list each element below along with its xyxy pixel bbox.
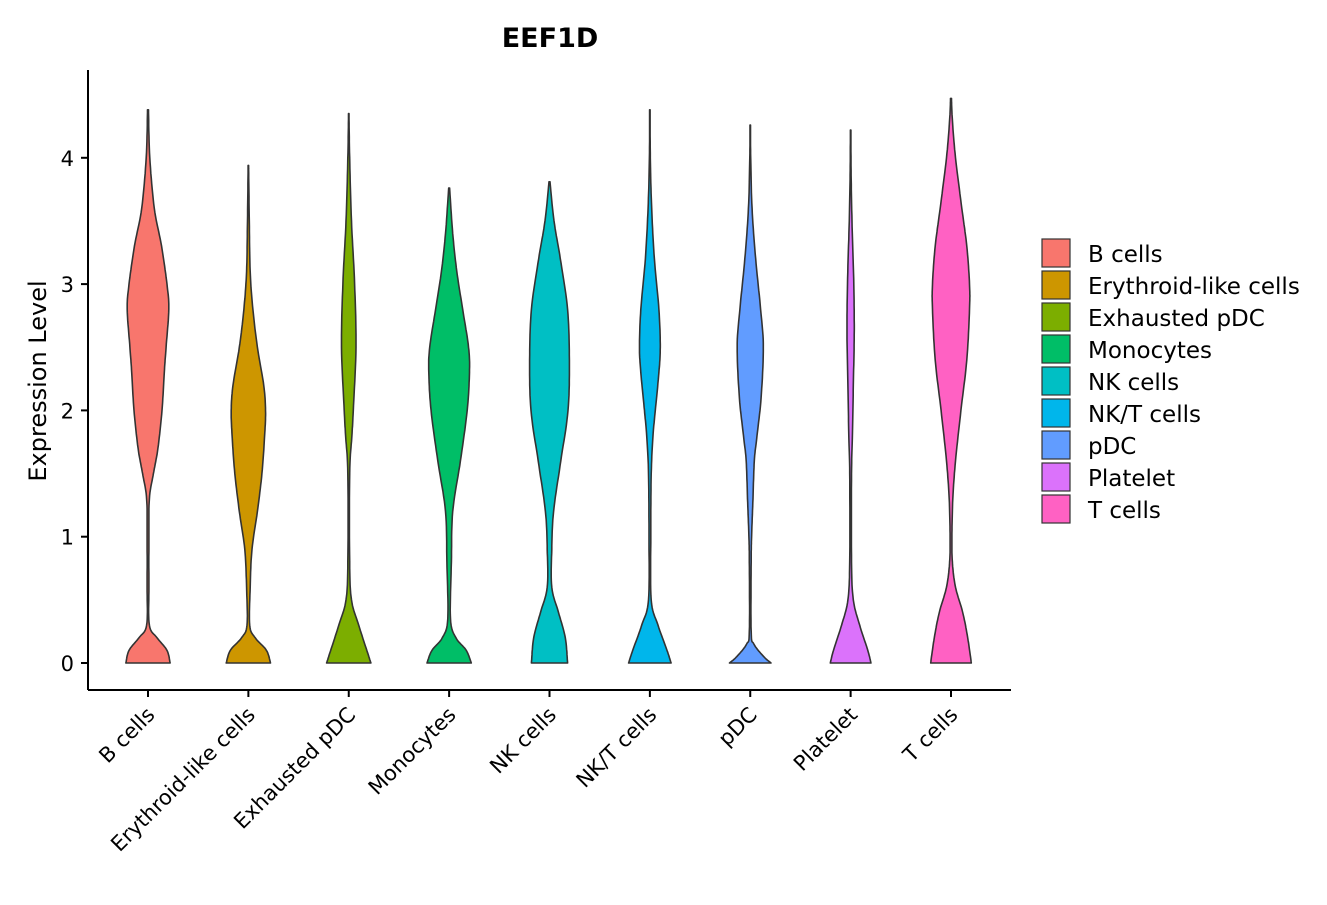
legend-label: T cells: [1087, 498, 1161, 524]
legend-label: Erythroid-like cells: [1088, 274, 1300, 300]
y-tick-label: 2: [61, 399, 74, 423]
legend-swatch-platelet: [1041, 462, 1071, 492]
legend-swatch-t-cells: [1041, 494, 1071, 524]
x-tick-label: Monocytes: [364, 703, 461, 800]
y-tick-label: 3: [61, 273, 74, 297]
x-tick-label: B cells: [94, 703, 159, 768]
x-tick-label: Platelet: [789, 703, 862, 776]
chart-title: EEF1D: [502, 23, 599, 54]
y-axis-title: Expression Level: [24, 280, 52, 481]
y-tick-label: 4: [61, 147, 74, 171]
legend-swatch-nk-t-cells: [1041, 398, 1071, 428]
y-tick-label: 1: [61, 526, 74, 550]
legend-swatch-b-cells: [1041, 238, 1071, 268]
legend-swatch-monocytes: [1041, 334, 1071, 364]
legend-swatch-pdc: [1041, 430, 1071, 460]
legend-label: B cells: [1088, 242, 1163, 268]
violin-nk-t-cells: [627, 109, 672, 664]
violin-pdc: [728, 124, 772, 664]
legend-label: pDC: [1088, 434, 1136, 460]
legend-swatch-erythroid-like-cells: [1041, 270, 1071, 300]
y-tick-label: 0: [61, 652, 74, 676]
violins-group: [125, 97, 973, 664]
violin-exhausted-pdc: [325, 112, 372, 664]
x-tick-label: pDC: [714, 703, 762, 751]
legend: B cells Erythroid-like cells Exhausted pDC…: [1041, 238, 1300, 524]
violin-b-cells: [125, 109, 171, 664]
violin-t-cells: [929, 97, 973, 664]
legend-label: NK/T cells: [1088, 402, 1201, 428]
legend-label: Platelet: [1088, 466, 1175, 492]
legend-swatch-exhausted-pdc: [1041, 302, 1071, 332]
violin-erythroid-like-cells: [225, 164, 272, 664]
x-tick-label: T cells: [898, 703, 963, 768]
legend-label: Exhausted pDC: [1088, 306, 1265, 332]
violin-monocytes: [426, 187, 473, 664]
legend-label: Monocytes: [1088, 338, 1212, 364]
x-tick-label: NK/T cells: [572, 703, 662, 793]
violin-nk-cells: [528, 181, 571, 664]
legend-label: NK cells: [1088, 370, 1179, 396]
x-tick-label: NK cells: [485, 703, 561, 779]
violin-platelet: [829, 129, 872, 664]
legend-swatch-nk-cells: [1041, 366, 1071, 396]
